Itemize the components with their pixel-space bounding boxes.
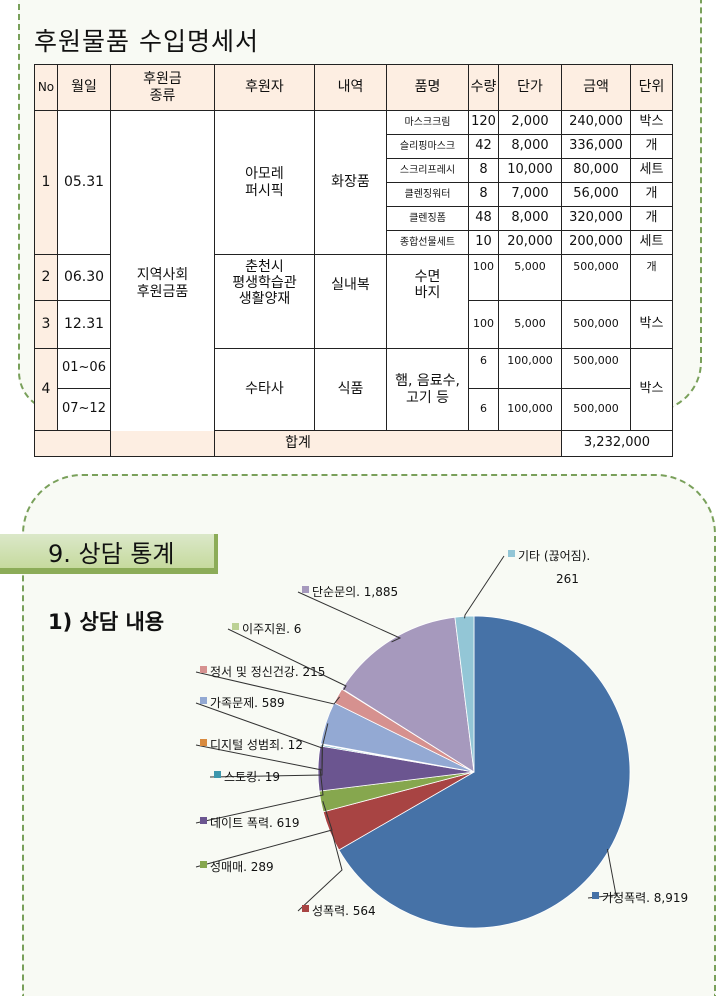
cell-amount: 500,000	[561, 300, 631, 349]
slice-label: 성매매. 289	[210, 860, 274, 874]
cell-unit: 개	[630, 254, 673, 301]
cell-qty: 48	[468, 206, 499, 231]
cell-date: 05.31	[57, 110, 111, 255]
cell-fund-type: 지역사회 후원금품	[110, 110, 215, 457]
total-label: 합계	[34, 430, 562, 457]
cell-unit: 세트	[630, 230, 673, 255]
cell-price: 8,000	[498, 206, 562, 231]
leader-line	[195, 744, 323, 771]
slice-label-value: 261	[556, 572, 579, 586]
leader-line	[297, 830, 343, 912]
cell-item: 수면 바지	[386, 254, 469, 349]
leader-line	[195, 671, 340, 705]
cell-unit: 박스	[630, 300, 673, 349]
page-title: 후원물품 수입명세서	[34, 27, 259, 56]
slice-label: 가족문제. 589	[210, 696, 285, 710]
legend-marker	[592, 892, 599, 899]
header-date: 월일	[57, 64, 111, 111]
table-row: 슬리핑마스크 42 8,000 336,000 개	[35, 134, 673, 159]
subsection-title: 1) 상담 내용	[48, 610, 165, 634]
pie-slice	[338, 615, 631, 929]
slice-label: 기타 (끊어짐).	[518, 549, 590, 563]
leader-line	[195, 768, 324, 824]
cell-unit: 세트	[630, 158, 673, 183]
table-row: 1 05.31 지역사회 후원금품 아모레 퍼시픽 화장품 마스크크림 120 …	[34, 110, 673, 457]
slice-label: 데이트 폭력. 619	[210, 816, 300, 830]
leader-line	[297, 591, 402, 643]
cell-amount: 56,000	[561, 182, 631, 207]
table-row: 클렌징워터 8 7,000 56,000 개	[35, 182, 673, 207]
slice-label: 단순문의. 1,885	[312, 585, 398, 599]
cell-no: 3	[34, 300, 58, 349]
cell-unit: 박스	[630, 348, 673, 431]
total-amount: 3,232,000	[561, 430, 673, 457]
section-title: 9. 상담 통계	[48, 540, 175, 568]
cell-qty: 8	[468, 182, 499, 207]
header-amount: 금액	[561, 64, 631, 111]
legend-marker	[232, 623, 239, 630]
legend-marker	[200, 817, 207, 824]
slice-label: 디지털 성범죄. 12	[210, 738, 303, 752]
cell-donor: 춘천시 평생학습관 생활양재	[214, 254, 315, 349]
table-row: 클렌징폼 48 8,000 320,000 개	[35, 206, 673, 231]
header-category: 내역	[314, 64, 387, 111]
cell-qty: 100	[468, 300, 499, 349]
cell-donor: 수타사	[214, 348, 315, 431]
header-fund-type: 후원금 종류	[110, 64, 215, 111]
section-banner: 9. 상담 통계	[0, 534, 218, 574]
cell-price: 5,000	[498, 254, 562, 301]
leader-line	[227, 628, 347, 691]
donation-table: No 월일 후원금 종류 후원자 내역 품명 수량 단가 금액 단위 1 05.…	[34, 64, 673, 457]
legend-marker	[302, 586, 309, 593]
legend-marker	[200, 697, 207, 704]
cell-amount: 240,000	[561, 110, 631, 135]
table-row: 스크리프레시 8 10,000 80,000 세트	[35, 158, 673, 183]
header-qty: 수량	[468, 64, 499, 111]
legend-marker	[200, 739, 207, 746]
slice-label: 성폭력. 564	[312, 904, 376, 918]
slice-label: 스토킹. 19	[224, 770, 280, 784]
cell-donor: 아모레 퍼시픽	[214, 110, 315, 255]
legend-marker	[214, 771, 221, 778]
table-row: 3 12.31 100 5,000 500,000 박스	[34, 300, 673, 349]
table-row: 종합선물세트 10 20,000 200,000 세트	[35, 230, 673, 255]
cell-price: 10,000	[498, 158, 562, 183]
cell-qty: 6	[468, 348, 499, 389]
legend-marker	[302, 905, 309, 912]
cell-amount: 500,000	[561, 388, 631, 431]
cell-no: 2	[34, 254, 58, 301]
cell-price: 100,000	[498, 348, 562, 389]
slice-label: 가정폭력. 8,919	[602, 891, 688, 905]
header-unit: 단위	[630, 64, 673, 111]
slice-label: 정서 및 정신건강. 215	[210, 665, 325, 679]
cell-price: 100,000	[498, 388, 562, 431]
cell-amount: 500,000	[561, 254, 631, 301]
cell-item: 슬리핑마스크	[386, 134, 469, 159]
total-row: 합계 3,232,000	[34, 430, 673, 457]
pie-chart: 가정폭력. 8,919 성폭력. 564 성매매. 289 데이트 폭력. 619 스토…	[195, 549, 688, 929]
table-header-row: No 월일 후원금 종류 후원자 내역 품명 수량 단가 금액 단위	[34, 64, 673, 111]
cell-qty: 100	[468, 254, 499, 301]
slice-label: 이주지원. 6	[242, 622, 301, 636]
legend-marker	[200, 666, 207, 673]
leader-line	[195, 702, 329, 749]
cell-no: 4	[34, 348, 58, 431]
leader-line	[195, 801, 333, 868]
pie-slice	[341, 616, 475, 773]
cell-qty: 42	[468, 134, 499, 159]
cell-amount: 80,000	[561, 158, 631, 183]
cell-price: 7,000	[498, 182, 562, 207]
cell-amount: 320,000	[561, 206, 631, 231]
leader-line	[464, 555, 505, 619]
cell-price: 20,000	[498, 230, 562, 255]
table-row: 07~12 6 100,000 500,000	[35, 388, 673, 431]
cell-date: 07~12	[57, 388, 111, 431]
legend-marker	[200, 861, 207, 868]
cell-item: 스크리프레시	[386, 158, 469, 183]
cell-price: 5,000	[498, 300, 562, 349]
legend-marker	[508, 550, 515, 557]
header-price: 단가	[498, 64, 562, 111]
header-item: 품명	[386, 64, 469, 111]
